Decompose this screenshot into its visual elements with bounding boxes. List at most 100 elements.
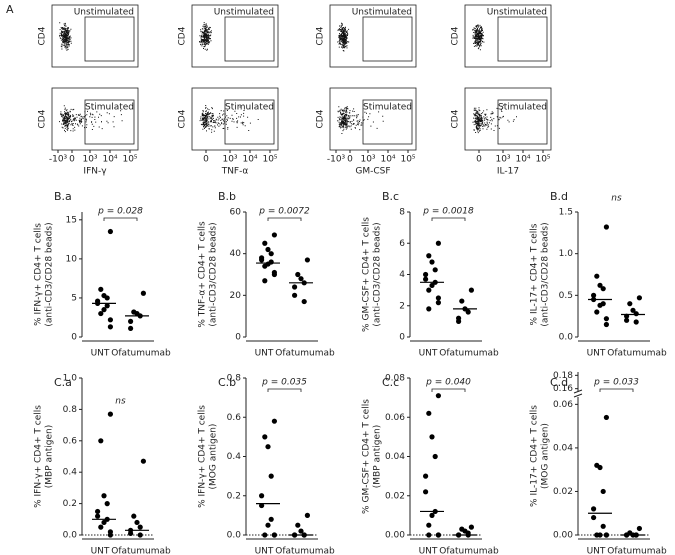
x-tick-label: 10⁴ <box>515 155 530 165</box>
y-tick-label: 0.02 <box>385 491 405 501</box>
x-tick-label: UNT <box>255 547 274 555</box>
x-axis-label: TNF-α <box>221 167 249 177</box>
y-tick-label: 0.00 <box>553 531 573 541</box>
y-tick-label: 0.18 <box>553 371 573 381</box>
data-point <box>131 513 137 519</box>
data-point <box>268 516 274 522</box>
data-point <box>101 307 107 313</box>
data-point <box>262 240 268 246</box>
y-tick-label: 0.0 <box>559 333 574 343</box>
x-tick-label: -10³ <box>327 155 346 165</box>
gate <box>224 16 275 62</box>
data-point <box>600 286 606 292</box>
panel-label: C.c <box>382 376 399 389</box>
plot-frame <box>464 4 552 68</box>
y-axis-label: CD4 <box>178 26 188 45</box>
flow-events <box>59 22 72 51</box>
x-tick-label: 10⁴ <box>102 155 117 165</box>
panel-label: B.d <box>550 190 568 203</box>
data-point <box>259 493 265 499</box>
data-point <box>597 464 603 471</box>
data-point <box>426 532 432 538</box>
data-point <box>636 295 643 301</box>
y-tick-label: 0.0 <box>63 531 78 541</box>
y-axis-label: (MOG antigen) <box>541 423 551 489</box>
data-point <box>603 532 610 538</box>
y-tick-label: 0.2 <box>227 491 241 501</box>
y-tick-label: 0.0 <box>227 531 242 541</box>
data-point <box>429 259 435 265</box>
data-point <box>128 318 134 324</box>
x-tick-label: Ofatumumab <box>275 547 335 555</box>
data-point <box>292 292 298 298</box>
flow-plot: Stimulated CD4 <box>451 87 552 151</box>
data-point <box>301 298 307 305</box>
data-point <box>137 532 143 538</box>
y-axis-label: CD4 <box>38 26 48 45</box>
x-tick-label: 10⁵ <box>535 155 550 165</box>
y-tick-label: 1.0 <box>559 249 574 259</box>
gate-label: Unstimulated <box>214 8 274 18</box>
data-point <box>98 438 104 444</box>
flow-plot: Stimulated CD4 <box>38 87 139 151</box>
y-tick-label: 1.0 <box>63 374 78 384</box>
flow-events <box>472 24 485 51</box>
data-point <box>426 306 432 312</box>
x-tick-label: UNT <box>91 349 110 359</box>
data-point <box>594 309 600 315</box>
x-tick-label: UNT <box>587 547 606 555</box>
plot-frame <box>464 87 552 151</box>
x-tick-label: 10³ <box>82 155 97 165</box>
x-tick-label: 0 <box>203 155 209 165</box>
y-tick-label: 0.04 <box>553 443 573 453</box>
data-point <box>597 302 603 308</box>
y-tick-label: 2 <box>399 301 405 311</box>
data-point <box>104 501 110 507</box>
y-axis-label: CD4 <box>38 109 48 128</box>
data-point <box>594 532 600 538</box>
y-tick-label: 0.8 <box>63 405 78 415</box>
gate <box>84 16 135 62</box>
flow-events <box>199 105 259 133</box>
y-axis-label: CD4 <box>178 109 188 128</box>
x-tick-label: 0 <box>69 155 75 165</box>
x-tick-label: Ofatumumab <box>111 349 171 359</box>
x-tick-label: 10⁴ <box>242 155 257 165</box>
data-point <box>107 411 113 417</box>
y-axis-label: % IL-17+ CD4+ T cells <box>530 405 540 507</box>
data-point <box>101 493 107 499</box>
data-point <box>603 224 610 230</box>
y-tick-label: 0.6 <box>63 436 78 446</box>
y-tick-label: 0.00 <box>385 531 405 541</box>
y-axis-label: CD4 <box>316 109 326 128</box>
data-point <box>429 512 435 518</box>
y-axis-label: % IL-17+ CD4+ T cells <box>530 223 540 325</box>
y-axis-label: % IFN-γ+ CD4+ T cells <box>34 223 44 326</box>
panel-label: A <box>6 3 14 16</box>
x-axis-label: IL-17 <box>497 167 519 177</box>
panel-label: C.a <box>54 376 72 389</box>
data-point <box>591 506 597 512</box>
gate-label: Unstimulated <box>487 8 547 18</box>
y-tick-label: 0 <box>235 333 241 343</box>
data-point <box>600 523 606 529</box>
x-tick-label: 10³ <box>495 155 510 165</box>
annotation: p = 0.028 <box>97 207 143 217</box>
data-point <box>633 311 639 317</box>
y-tick-label: 6 <box>399 239 405 249</box>
y-axis-label: CD4 <box>451 109 461 128</box>
plot-frame <box>51 87 139 151</box>
data-point <box>268 251 274 257</box>
x-tick-label: 10³ <box>222 155 237 165</box>
data-point <box>107 532 113 538</box>
data-point <box>423 276 429 282</box>
flow-plot: Unstimulated CD4 <box>451 4 552 68</box>
data-point <box>456 318 462 324</box>
panel-label: C.b <box>218 376 236 389</box>
y-axis-label: (anti-CD3/CD28 beads) <box>541 222 551 326</box>
data-point <box>259 257 265 263</box>
y-tick-label: 0.4 <box>227 452 242 462</box>
y-axis-label: % IFN-γ+ CD4+ T cells <box>198 405 208 508</box>
gate <box>362 16 413 62</box>
data-point <box>603 316 610 322</box>
